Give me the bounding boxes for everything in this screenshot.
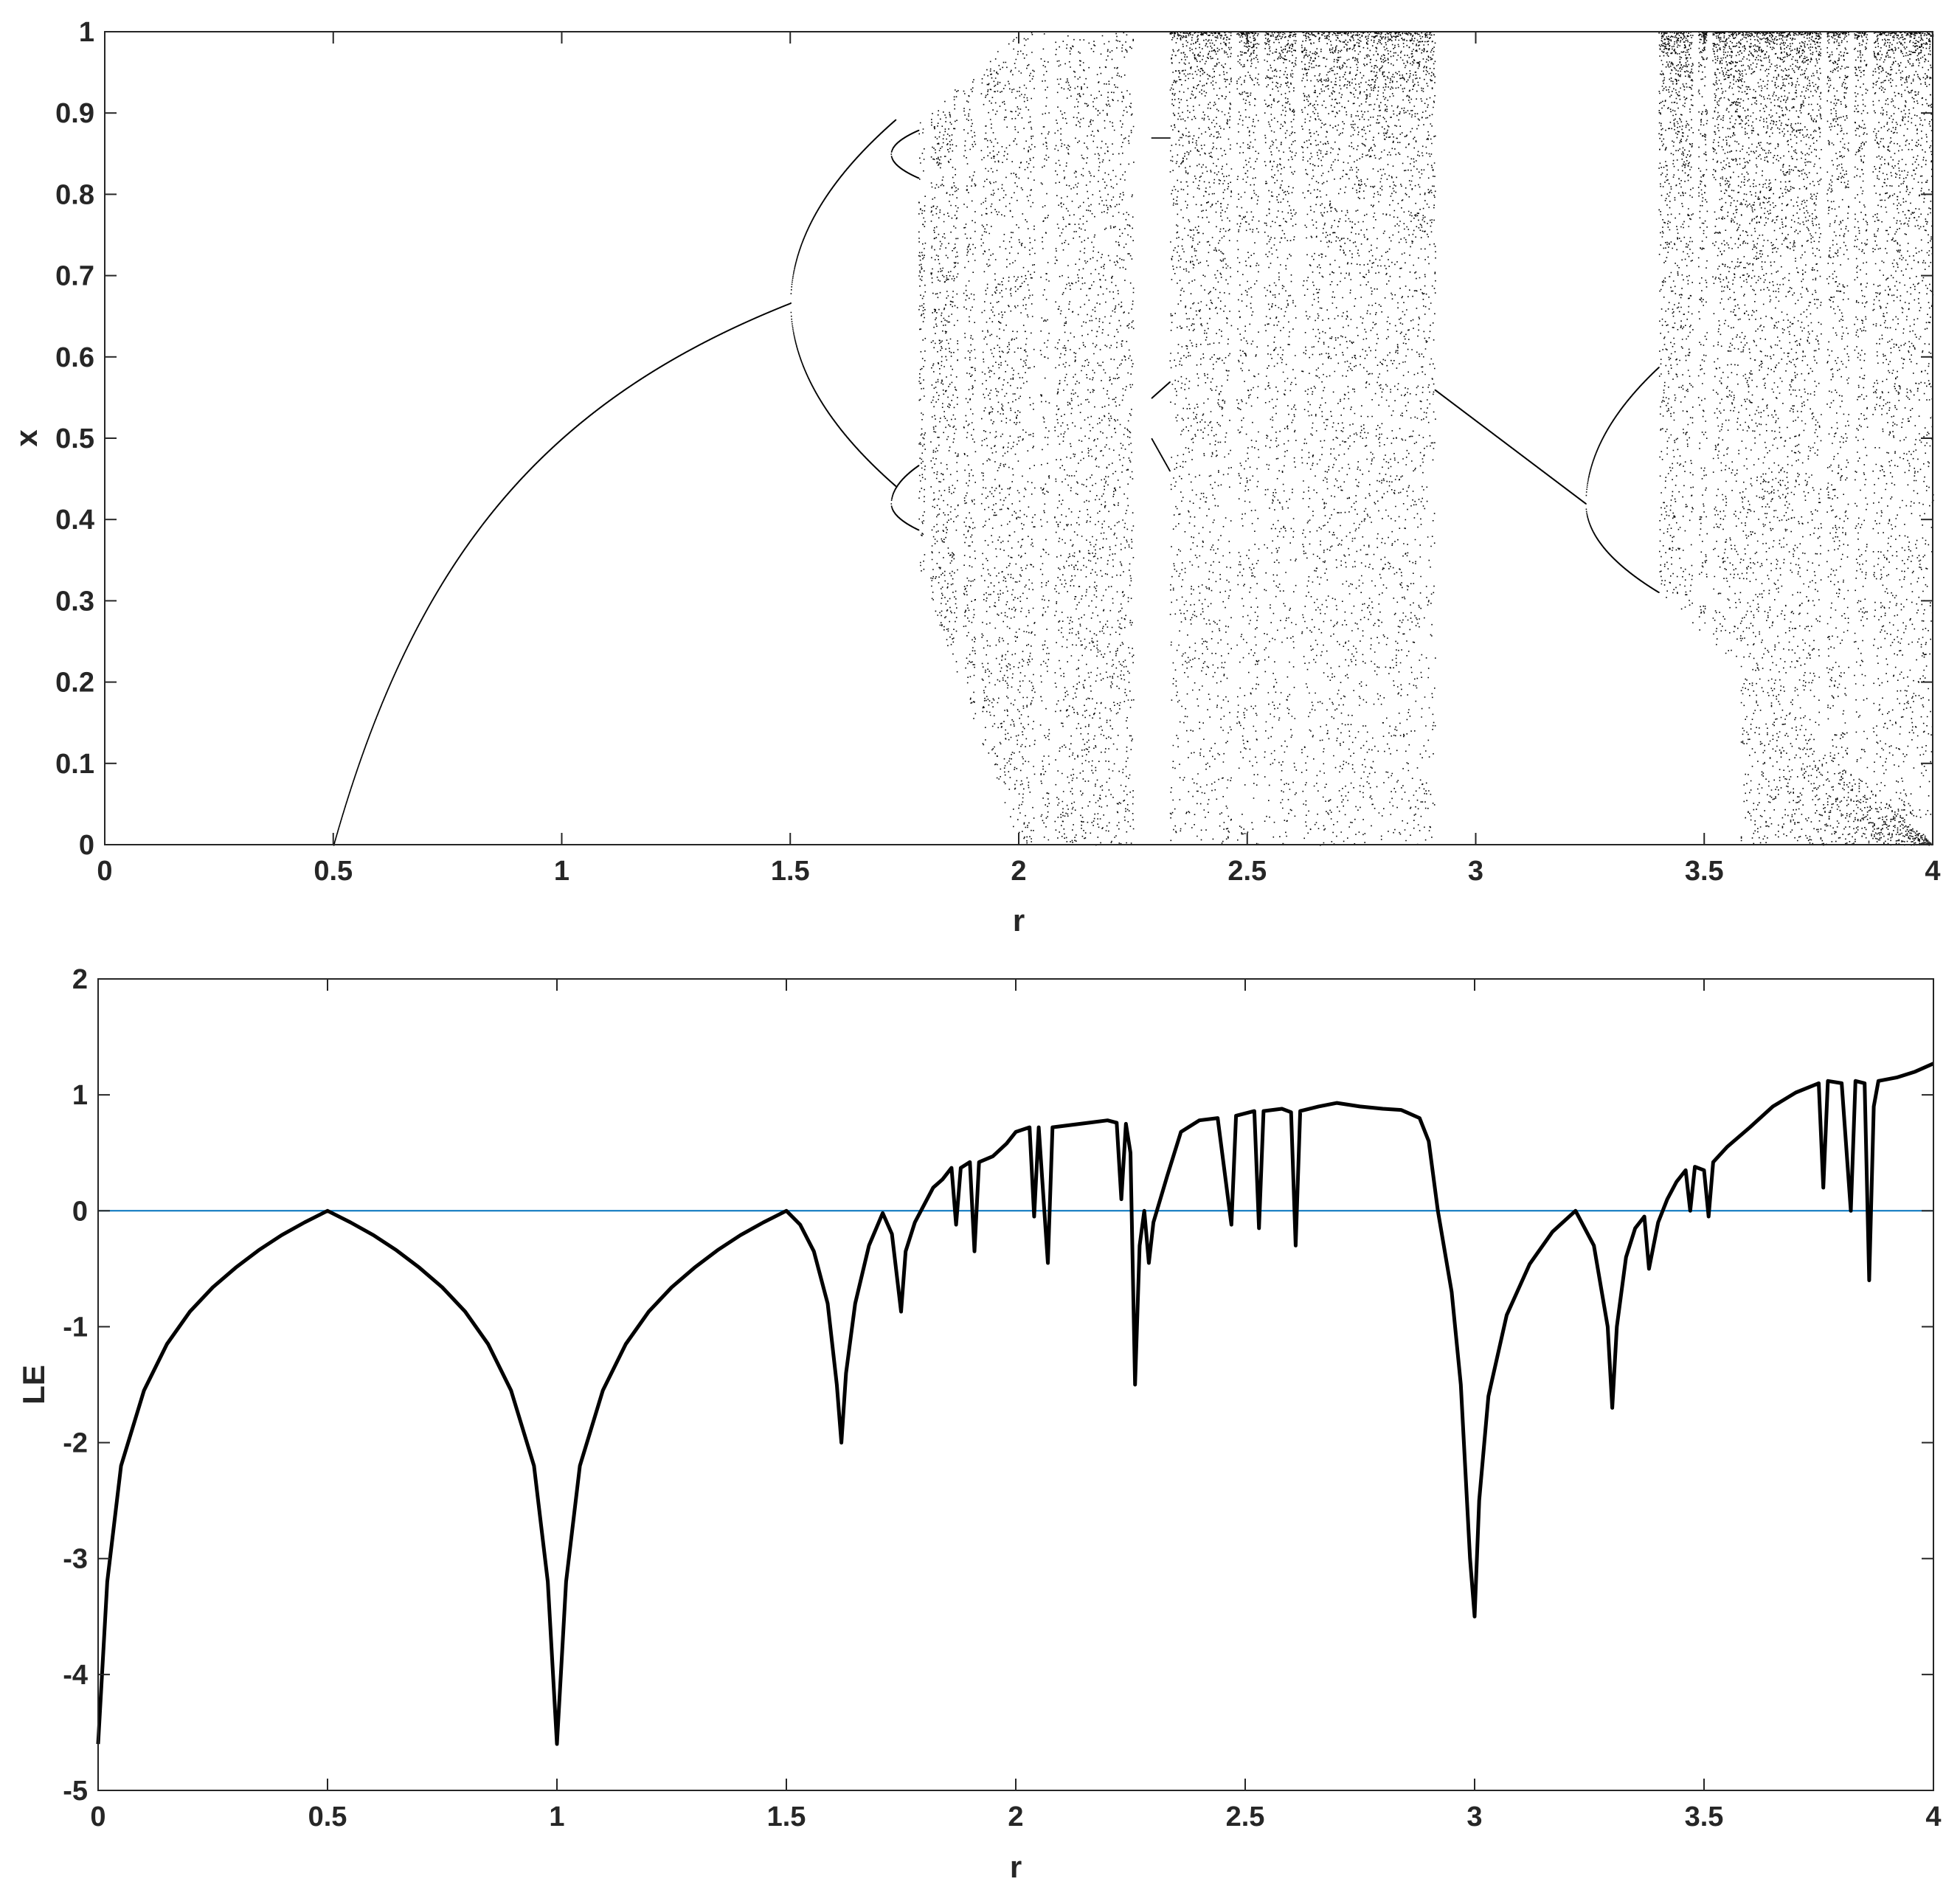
lyapunov-x-tick-label: 4 (1925, 1801, 1941, 1832)
lyapunov-ticks: 0 0.5 1 1.5 2 2.5 3 3.5 4 -5 -4 -3 -2 -1 0 1 2 (63, 964, 1941, 1832)
lyapunov-y-tick-label: 2 (72, 964, 88, 995)
lyapunov-lines (96, 1062, 1935, 1746)
lyapunov-y-tick-label: -5 (63, 1776, 88, 1807)
lyapunov-x-label: r (1010, 1849, 1022, 1884)
bifurcation-panel: 0 0.5 1 1.5 2 2.5 3 3.5 4 0 0.1 0.2 0.3 0.4 0.5 0.6 0.7 0… (9, 17, 1941, 938)
bifurcation-y-label: x (9, 429, 44, 447)
lyapunov-y-tick-label: -2 (63, 1428, 88, 1459)
bifurcation-y-tick-label: 1 (79, 17, 94, 48)
lyapunov-y-label: LE (16, 1365, 51, 1405)
bifurcation-y-tick-label: 0.6 (55, 342, 94, 373)
lyapunov-x-tick-label: 2 (1008, 1801, 1023, 1832)
lyapunov-x-tick-label: 0 (90, 1801, 105, 1832)
bifurcation-y-tick-label: 0.5 (55, 423, 94, 454)
bifurcation-x-tick-label: 1.5 (771, 856, 810, 887)
lyapunov-x-tick-label: 1 (549, 1801, 564, 1832)
bifurcation-y-tick-label: 0.2 (55, 668, 94, 699)
bifurcation-x-tick-label: 0 (97, 856, 112, 887)
bifurcation-x-tick-label: 2 (1011, 856, 1026, 887)
lyapunov-y-tick-label: -1 (63, 1312, 88, 1343)
lyapunov-x-tick-label: 3 (1466, 1801, 1482, 1832)
bifurcation-y-tick-label: 0.9 (55, 98, 94, 129)
lyapunov-x-tick-label: 1.5 (767, 1801, 806, 1832)
bifurcation-x-tick-label: 1 (554, 856, 569, 887)
lyapunov-x-tick-label: 0.5 (308, 1801, 347, 1832)
lyapunov-y-tick-label: 1 (72, 1080, 88, 1111)
lyapunov-y-tick-label: 0 (72, 1196, 88, 1227)
lyapunov-panel: 0 0.5 1 1.5 2 2.5 3 3.5 4 -5 -4 -3 -2 -1 0 1 2 r LE (16, 964, 1942, 1884)
bifurcation-y-tick-label: 0.3 (55, 586, 94, 617)
bifurcation-x-tick-label: 0.5 (314, 856, 353, 887)
bifurcation-ticks: 0 0.5 1 1.5 2 2.5 3 3.5 4 0 0.1 0.2 0.3 0.4 0.5 0.6 0.7 0… (55, 17, 1940, 887)
bifurcation-x-tick-label: 3 (1468, 856, 1483, 887)
bifurcation-y-tick-label: 0 (79, 830, 94, 861)
bifurcation-x-tick-label: 2.5 (1227, 856, 1267, 887)
bifurcation-x-tick-label: 4 (1925, 856, 1940, 887)
lyapunov-y-tick-label: -3 (63, 1544, 88, 1575)
bifurcation-x-label: r (1013, 903, 1025, 938)
bifurcation-y-tick-label: 0.7 (55, 261, 94, 292)
bifurcation-y-tick-label: 0.1 (55, 749, 94, 780)
lyapunov-exponent-line (96, 1062, 1935, 1746)
lyapunov-x-tick-label: 2.5 (1226, 1801, 1265, 1832)
bifurcation-x-tick-label: 3.5 (1685, 856, 1724, 887)
lyapunov-x-tick-label: 3.5 (1685, 1801, 1724, 1832)
bifurcation-y-tick-label: 0.8 (55, 179, 94, 210)
lyapunov-y-tick-label: -4 (63, 1660, 88, 1691)
bifurcation-y-tick-label: 0.4 (55, 505, 94, 536)
